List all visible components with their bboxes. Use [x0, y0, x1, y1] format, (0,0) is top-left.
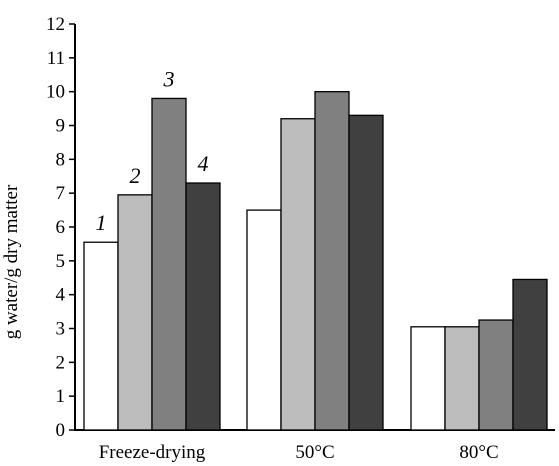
series-label-3: 3	[163, 66, 175, 91]
y-tick-label: 5	[56, 251, 66, 272]
series-label-2: 2	[130, 163, 141, 188]
bar-series-1-2	[246, 209, 282, 431]
y-tick-label: 11	[47, 48, 65, 69]
y-tick-label: 12	[46, 14, 65, 35]
bar-series-2-1	[117, 194, 153, 431]
category-label: Freeze-drying	[99, 442, 206, 463]
y-tick-label: 7	[56, 183, 66, 204]
y-tick-label: 8	[56, 149, 66, 170]
y-tick-label: 9	[56, 116, 66, 137]
y-axis-label: g water/g dry matter	[1, 184, 22, 339]
bar-series-2-3	[444, 326, 480, 431]
series-label-4: 4	[198, 151, 209, 176]
series-label-1: 1	[96, 210, 107, 235]
bar-series-4-1	[185, 182, 221, 431]
y-tick-label: 3	[56, 319, 66, 340]
bar-series-4-2	[348, 114, 384, 431]
bar-series-2-2	[280, 118, 316, 431]
y-tick-label: 1	[56, 386, 66, 407]
y-tick-label: 2	[56, 352, 66, 373]
y-tick-label: 0	[56, 420, 66, 441]
category-label: 80°C	[459, 442, 498, 463]
bar-series-3-2	[314, 91, 350, 431]
bars	[83, 91, 548, 431]
y-tick-label: 6	[56, 217, 66, 238]
bar-series-4-3	[512, 278, 548, 431]
bar-series-3-3	[478, 319, 514, 431]
series-number-labels: 12 3 4	[96, 66, 209, 235]
bar-series-3-1	[151, 97, 187, 431]
bar-series-1-3	[410, 326, 446, 431]
y-tick-label: 4	[56, 285, 66, 306]
category-label: 50°C	[295, 442, 334, 463]
bar-series-1-1	[83, 241, 119, 431]
category-labels: Freeze-drying 50°C 80°C	[99, 442, 499, 463]
y-tick-label: 10	[46, 82, 65, 103]
